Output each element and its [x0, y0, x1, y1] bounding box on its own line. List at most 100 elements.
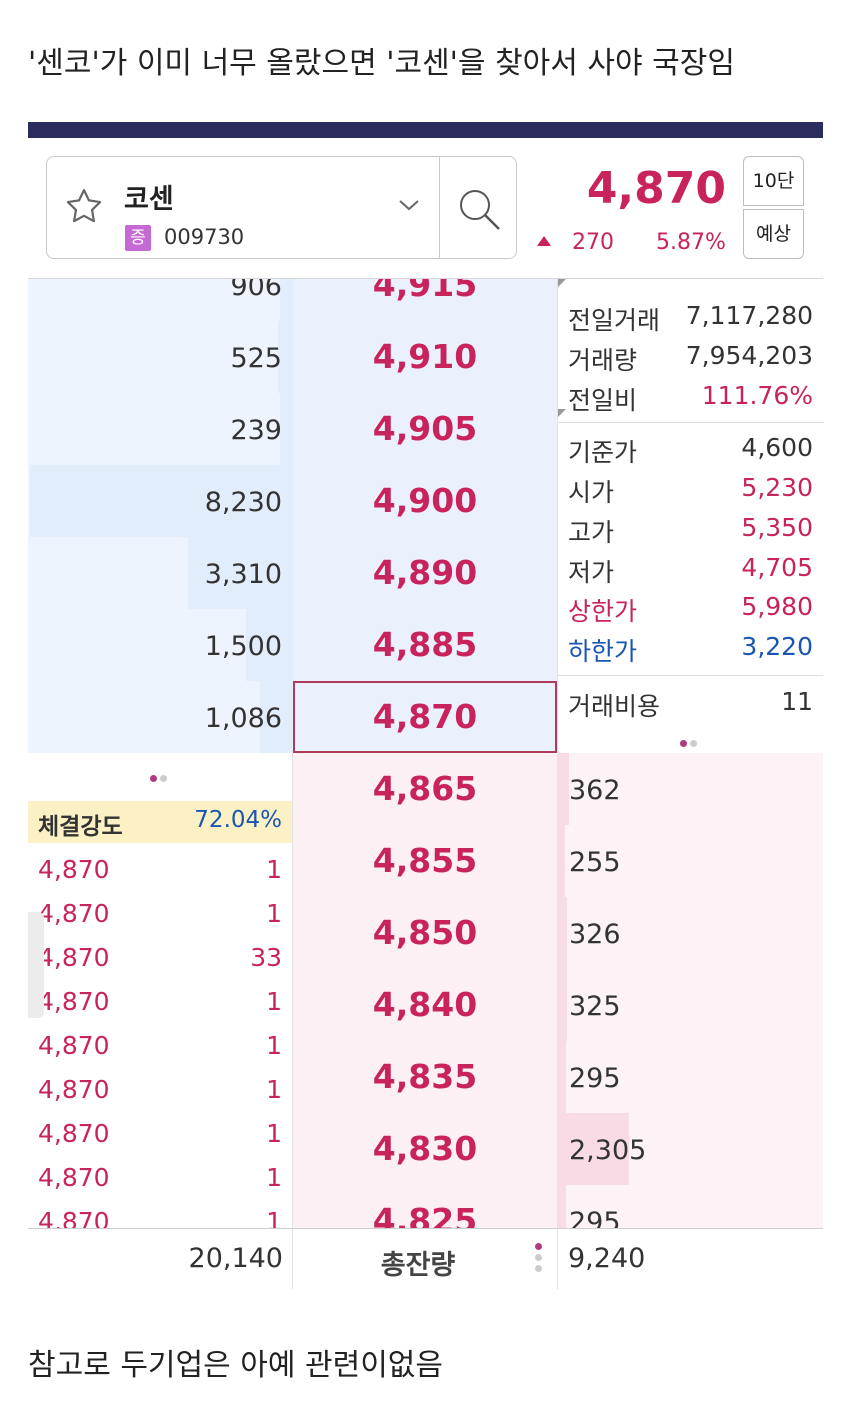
bid-row[interactable]: 4,830 2,305 — [293, 1113, 823, 1185]
ask-volume-bar — [260, 681, 294, 753]
bid-row[interactable]: 4,855 255 — [293, 825, 823, 897]
trade-volume: 1 — [266, 1031, 282, 1060]
trade-volume: 1 — [266, 855, 282, 884]
more-icon[interactable] — [535, 1243, 543, 1272]
trade-price: 4,870 — [38, 855, 110, 884]
trade-volume: 1 — [266, 1119, 282, 1148]
column-divider — [292, 1229, 293, 1289]
stock-code: 009730 — [164, 225, 245, 249]
caption-bottom: 참고로 두기업은 아예 관련이없음 — [28, 1348, 444, 1383]
current-price-cell[interactable]: 4,870 — [293, 681, 557, 753]
bid-quantity: 362 — [569, 775, 621, 806]
bid-price[interactable]: 4,840 — [293, 969, 557, 1041]
trade-price: 4,870 — [38, 1207, 110, 1229]
ask-row[interactable]: 1,500 4,885 — [28, 609, 558, 681]
bid-price[interactable]: 4,855 — [293, 825, 557, 897]
ask-row[interactable]: 8,230 4,900 — [28, 465, 558, 537]
bid-row[interactable]: 4,825 295 — [293, 1185, 823, 1229]
trade-volume: 1 — [266, 1075, 282, 1104]
column-divider — [557, 1229, 558, 1289]
bid-price[interactable]: 4,825 — [293, 1185, 557, 1229]
bid-volume-bar — [557, 825, 565, 897]
trade-price: 4,870 — [38, 987, 110, 1016]
ask-volume-bar — [280, 393, 294, 465]
info-low-price: 저가 4,705 — [568, 553, 813, 587]
bid-quantity: 325 — [569, 991, 621, 1022]
bid-price[interactable]: 4,865 — [293, 753, 557, 825]
page-indicator[interactable] — [150, 767, 170, 786]
caption-top: '센코'가 이미 너무 올랐으면 '코센'을 찾아서 사야 국장임 — [28, 46, 735, 81]
ask-row[interactable]: 525 4,910 — [28, 321, 558, 393]
ask-volume-bar — [30, 465, 294, 537]
divider — [439, 157, 440, 258]
favorite-star-icon[interactable] — [62, 185, 106, 233]
total-bid-quantity: 9,240 — [568, 1243, 646, 1274]
trade-row: 4,870 1 — [28, 1025, 292, 1069]
info-upper-limit: 상한가 5,980 — [568, 592, 813, 626]
ask-price[interactable]: 4,885 — [293, 609, 557, 681]
ask-row[interactable]: 239 4,905 — [28, 393, 558, 465]
trade-price: 4,870 — [38, 1031, 110, 1060]
bid-volume-bar — [557, 1185, 566, 1229]
ask-quantity: 239 — [230, 415, 282, 446]
stock-selector[interactable]: 코센 증 009730 — [46, 156, 517, 259]
up-arrow-icon — [537, 236, 551, 246]
divider — [558, 422, 823, 423]
ask-price[interactable]: 4,910 — [293, 321, 557, 393]
ask-price[interactable]: 4,890 — [293, 537, 557, 609]
ask-volume-bar — [278, 321, 294, 393]
bid-price[interactable]: 4,850 — [293, 897, 557, 969]
total-remaining-label: 총잔량 — [380, 1250, 456, 1281]
depth-10-button[interactable]: 10단 — [743, 156, 804, 206]
info-open-price: 시가 5,230 — [568, 473, 813, 507]
ask-volume-bar — [280, 279, 294, 321]
bid-price[interactable]: 4,830 — [293, 1113, 557, 1185]
info-base-price: 기준가 4,600 — [568, 433, 813, 467]
expected-button[interactable]: 예상 — [743, 209, 804, 259]
info-volume: 거래량 7,954,203 — [568, 341, 813, 375]
search-icon[interactable] — [455, 185, 505, 239]
trade-row: 4,870 33 — [28, 937, 292, 981]
ask-price[interactable]: 4,905 — [293, 393, 557, 465]
trade-row: 4,870 1 — [28, 1069, 292, 1113]
ask-quantity: 1,086 — [204, 703, 282, 734]
info-trade-fee: 거래비용 11 — [568, 687, 813, 721]
price-change-percent: 5.87% — [656, 230, 726, 255]
corner-marker — [558, 279, 566, 287]
page-dot-active — [680, 740, 687, 747]
bid-row[interactable]: 4,835 295 — [293, 1041, 823, 1113]
trade-strength-header: 체결강도 72.04% — [28, 801, 292, 843]
page-dot — [690, 740, 697, 747]
column-divider — [292, 279, 293, 1229]
bid-quantity: 295 — [569, 1063, 621, 1094]
chevron-down-icon[interactable] — [397, 197, 421, 217]
bid-row[interactable]: 4,840 325 — [293, 969, 823, 1041]
orderbook[interactable]: 906 4,915 525 4,910 239 4,905 8,230 4,900 3,310 4… — [28, 278, 823, 1229]
bid-row[interactable]: 4,865 362 — [293, 753, 823, 825]
ask-row[interactable]: 3,310 4,890 — [28, 537, 558, 609]
bid-volume-bar — [557, 1113, 629, 1185]
ask-price[interactable]: 4,915 — [293, 279, 557, 321]
trade-price: 4,870 — [38, 943, 110, 972]
bid-price[interactable]: 4,835 — [293, 1041, 557, 1113]
trade-volume: 1 — [266, 899, 282, 928]
trade-price: 4,870 — [38, 1163, 110, 1192]
ask-row[interactable]: 1,086 4,870 — [28, 681, 558, 753]
trade-row: 4,870 1 — [28, 1201, 292, 1229]
trade-volume: 1 — [266, 987, 282, 1016]
bid-volume-bar — [557, 753, 569, 825]
page-indicator[interactable] — [680, 732, 700, 751]
ask-row[interactable]: 906 4,915 — [28, 279, 558, 321]
divider — [558, 675, 823, 676]
total-ask-quantity: 20,140 — [188, 1243, 283, 1274]
ask-price[interactable]: 4,900 — [293, 465, 557, 537]
scroll-handle[interactable] — [28, 912, 44, 1018]
bid-quantity: 295 — [569, 1207, 621, 1229]
trade-volume: 33 — [250, 943, 282, 972]
bid-row[interactable]: 4,850 326 — [293, 897, 823, 969]
trade-price: 4,870 — [38, 899, 110, 928]
info-lower-limit: 하한가 3,220 — [568, 632, 813, 666]
header-bar — [28, 122, 823, 138]
ask-quantity: 3,310 — [204, 559, 282, 590]
page-dot — [160, 775, 167, 782]
